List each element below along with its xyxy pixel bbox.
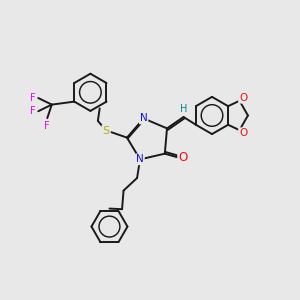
Text: F: F (30, 106, 36, 116)
Text: F: F (30, 93, 36, 103)
Text: N: N (140, 113, 148, 124)
Text: H: H (180, 103, 187, 114)
Text: O: O (178, 151, 188, 164)
Text: F: F (44, 121, 50, 130)
Text: O: O (239, 128, 247, 138)
Text: S: S (102, 126, 110, 136)
Text: O: O (239, 93, 247, 103)
Text: N: N (136, 154, 144, 164)
